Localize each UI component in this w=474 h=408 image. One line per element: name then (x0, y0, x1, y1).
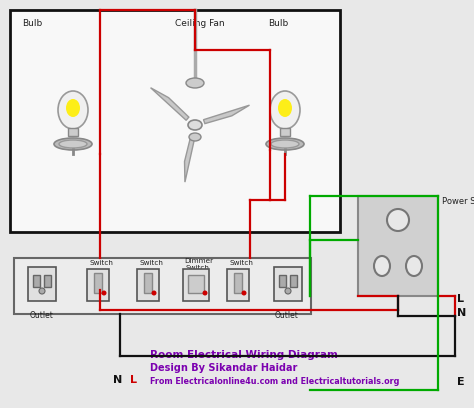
Text: Ceiling Fan: Ceiling Fan (175, 19, 225, 28)
Text: Dimmer: Dimmer (184, 258, 213, 264)
Circle shape (39, 288, 45, 294)
Text: L: L (457, 294, 464, 304)
Circle shape (202, 290, 208, 295)
Bar (87, 269, 109, 301)
Ellipse shape (188, 120, 202, 130)
Bar (227, 269, 249, 301)
Ellipse shape (186, 78, 204, 88)
Text: Design By Sikandar Haidar: Design By Sikandar Haidar (150, 363, 297, 373)
Text: From Electricalonline4u.com and Electricaltutorials.org: From Electricalonline4u.com and Electric… (150, 377, 400, 386)
Bar (274, 267, 302, 301)
Ellipse shape (406, 256, 422, 276)
Bar (68, 128, 78, 136)
Bar (14, 258, 311, 314)
Ellipse shape (58, 91, 88, 129)
Bar (183, 269, 209, 301)
Text: Bulb: Bulb (22, 19, 42, 28)
Circle shape (285, 288, 291, 294)
Ellipse shape (266, 138, 304, 150)
Text: Switch: Switch (140, 260, 164, 266)
Circle shape (241, 290, 246, 295)
Ellipse shape (374, 256, 390, 276)
Bar (358, 196, 438, 296)
Bar (44, 275, 51, 287)
Ellipse shape (54, 138, 92, 150)
Bar (94, 273, 102, 293)
Polygon shape (203, 105, 249, 124)
Bar (279, 275, 286, 287)
Text: E: E (457, 377, 465, 387)
Bar (28, 267, 56, 301)
Circle shape (152, 290, 156, 295)
Polygon shape (151, 88, 189, 120)
Circle shape (387, 209, 409, 231)
Ellipse shape (59, 140, 87, 148)
Ellipse shape (270, 91, 300, 129)
Text: Room Electrical Wiring Diagram: Room Electrical Wiring Diagram (150, 350, 338, 360)
Polygon shape (184, 134, 195, 182)
Text: Outlet: Outlet (30, 311, 54, 320)
Text: Power Socket: Power Socket (442, 197, 474, 206)
Bar (188, 275, 204, 293)
Ellipse shape (66, 99, 80, 117)
Text: N: N (457, 308, 466, 318)
Bar (137, 269, 159, 301)
Bar (280, 128, 290, 136)
Circle shape (101, 290, 107, 295)
Text: Switch: Switch (90, 260, 114, 266)
Bar (290, 275, 297, 287)
Text: Switch: Switch (186, 265, 210, 271)
Bar (234, 273, 242, 293)
Ellipse shape (189, 133, 201, 141)
Ellipse shape (278, 99, 292, 117)
Bar (10, 10, 340, 232)
Text: Switch: Switch (230, 260, 254, 266)
Text: Outlet: Outlet (275, 311, 299, 320)
Text: N: N (113, 375, 122, 385)
Ellipse shape (271, 140, 299, 148)
Bar (144, 273, 152, 293)
Text: L: L (130, 375, 137, 385)
Bar (33, 275, 40, 287)
Text: Bulb: Bulb (268, 19, 288, 28)
